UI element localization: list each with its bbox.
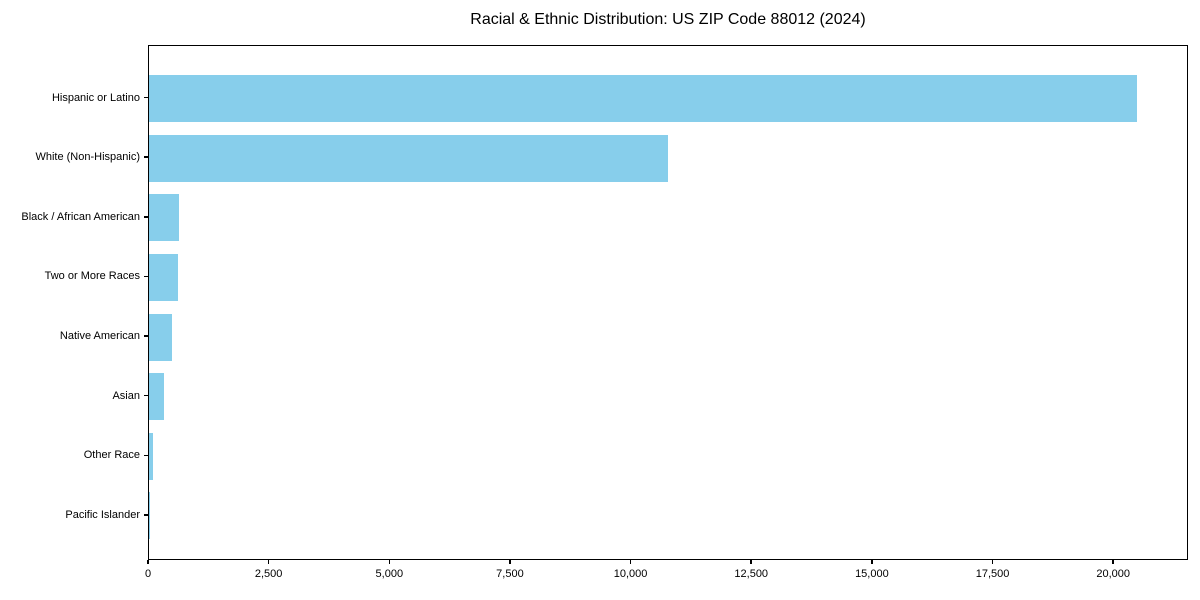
x-tick-mark	[991, 560, 994, 564]
x-tick-label: 15,000	[855, 568, 889, 580]
x-tick-label: 20,000	[1096, 568, 1131, 580]
category-label-two-or-more-races: Two or More Races	[44, 270, 140, 283]
x-tick-mark	[629, 560, 632, 564]
y-tick-mark	[144, 216, 148, 218]
bar-other-race	[149, 432, 153, 480]
chart-title: Racial & Ethnic Distribution: US ZIP Cod…	[470, 11, 866, 28]
x-tick-mark	[1112, 560, 1114, 564]
category-label-pacific-islander: Pacific Islander	[65, 508, 140, 521]
x-tick-mark	[147, 560, 149, 564]
x-tick-label: 10,000	[613, 568, 648, 580]
y-tick-mark	[144, 454, 148, 457]
bar-two-or-more-races	[149, 253, 178, 301]
category-label-native-american: Native American	[59, 330, 140, 343]
category-label-black-african-american: Black / African American	[21, 210, 140, 223]
y-tick-mark	[144, 96, 148, 99]
x-tick-label: 7,500	[496, 568, 524, 580]
x-tick-label: 17,500	[975, 568, 1010, 580]
category-label-asian: Asian	[112, 389, 140, 402]
y-tick-mark	[144, 394, 148, 397]
x-tick-label: 2,500	[254, 568, 283, 580]
y-tick-mark	[144, 275, 148, 278]
plot-area	[148, 45, 1188, 560]
x-tick-mark	[388, 560, 391, 564]
bar-native-american	[149, 313, 172, 361]
x-tick-mark	[267, 560, 270, 564]
bar-white-non-hispanic	[149, 134, 669, 182]
category-label-other-race: Other Race	[83, 449, 140, 462]
y-tick-mark	[144, 335, 148, 337]
x-tick-mark	[509, 560, 511, 564]
bar-hispanic-or-latino	[149, 75, 1138, 122]
y-tick-mark	[144, 156, 148, 158]
category-label-hispanic-or-latino: Hispanic or Latino	[51, 91, 140, 104]
bar-black-african-american	[149, 194, 179, 242]
x-tick-mark	[750, 560, 752, 564]
x-tick-mark	[871, 560, 873, 564]
bar-asian	[149, 373, 164, 421]
y-tick-mark	[144, 514, 148, 516]
x-tick-label: 5,000	[375, 568, 404, 580]
x-tick-label: 0	[144, 568, 152, 580]
category-label-white-non-hispanic: White (Non-Hispanic)	[35, 151, 140, 164]
x-tick-label: 12,500	[734, 568, 769, 580]
